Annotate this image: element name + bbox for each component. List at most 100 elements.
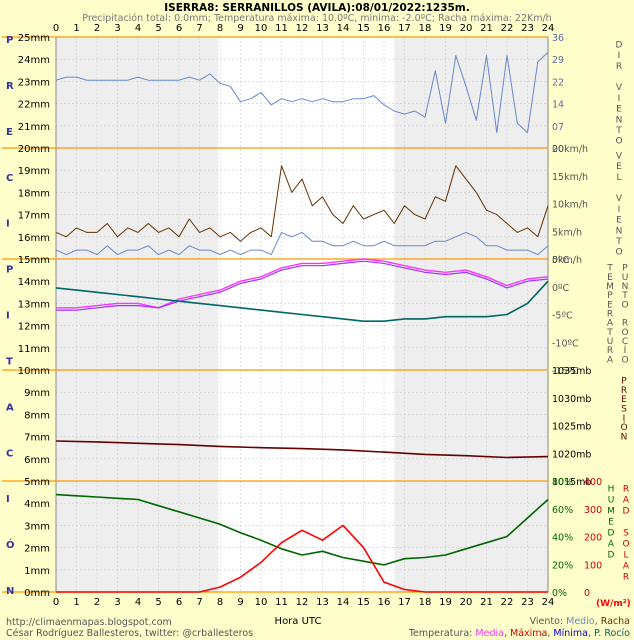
temp-legend-max: Máxima [510,628,547,639]
wind-speed-label-char: V [616,194,623,204]
chart-marks [55,52,549,593]
footer-blog-link[interactable]: http://climaenmapas.blogspot.com [6,617,172,628]
humidity-tick-label: 20% [552,560,573,571]
wind-speed-label-char: V [616,151,623,161]
pressure-tick-label: 1025mb [552,422,591,433]
hour-tick-top: 8 [217,23,223,34]
temp-legend-dewpoint: P. Rocío [594,628,630,639]
hour-tick-top: 6 [176,23,182,34]
left-axis-tick-label: 9mm [24,388,50,399]
night-shading-morning [56,37,218,592]
humidity-label-char: E [608,518,614,528]
hour-tick-top: 4 [135,23,141,34]
hour-tick-bottom: 17 [398,597,411,608]
hour-tick-bottom: 4 [135,597,141,608]
humidity-label-char: H [608,485,615,495]
pressure-label-char: S [621,405,627,415]
dewpoint-line [55,280,549,323]
radiation-label-char: R [623,485,629,495]
temperature-label-char: P [607,291,613,301]
wind-dir-label-char: N [616,115,623,125]
radiation-label-char: S [623,529,629,539]
humidity-line [55,493,549,566]
wind-legend-prefix: Viento: [530,616,567,627]
temperature-label-char: E [607,300,613,310]
temperature-label-char: E [607,273,613,283]
left-axis-letter: E [6,127,13,138]
humidity-tick-label: 60% [552,505,573,516]
temperature-label-char: T [606,264,613,274]
wind-dir-label-char: V [616,83,623,93]
left-axis-letter: C [6,173,13,184]
plot-area [2,36,549,593]
pressure-label-char: N [621,432,628,442]
pressure-tick-label: 1015mb [552,477,591,488]
left-axis-tick-label: 24mm [18,55,50,66]
pressure-tick-label: 1020mb [552,449,591,460]
hour-tick-top: 3 [114,23,120,34]
left-axis-letter: T [6,356,13,367]
left-axis-letter: Ó [6,538,15,551]
left-axis-tick-label: 7mm [24,433,50,444]
dewpoint-label-char: R [622,319,628,329]
humidity-label-char: D [608,529,615,539]
left-axis-tick-label: 11mm [18,344,50,355]
temp-avg-line [56,260,549,311]
left-axis-letter: R [6,81,14,92]
wind-dir-tick-label: 29 [552,55,564,66]
wind-speed-tick-label: 5km/h [552,227,582,238]
hour-tick-bottom: 19 [439,597,452,608]
dewpoint-label-char: Í [624,344,627,356]
wind-dir-label-char: I [618,51,621,61]
hour-tick-bottom: 10 [255,597,268,608]
hour-tick-bottom: 16 [378,597,391,608]
left-axis-tick-label: 17mm [18,211,50,222]
hour-tick-bottom: 1 [73,597,79,608]
wind-speed-label-char: T [615,237,622,247]
hour-tick-top: 17 [398,23,411,34]
wind-dir-tick-label: 14 [552,100,564,111]
wind-dir-label-char: O [615,137,622,147]
hour-tick-bottom: 6 [176,597,182,608]
hour-tick-bottom: 11 [275,597,288,608]
humidity-label-char: U [608,496,615,506]
hour-tick-bottom: 14 [337,597,350,608]
temperature-tick-label: 5ºC [552,255,570,266]
chart-subtitle: Precipitación total: 0.0mm; Temperatura … [82,13,551,24]
hour-tick-top: 5 [155,23,161,34]
chart-title: ISERRA8: SERRANILLOS (AVILA):08/01/2022:… [164,2,470,14]
radiation-tick-label: 0 [584,588,590,599]
left-axis-tick-label: 16mm [18,233,50,244]
temperature-tick-label: -10ºC [552,338,579,349]
pressure-tick-label: 1030mb [552,394,591,405]
hour-tick-bottom: 0 [53,597,59,608]
temp-legend-min: Mínima [553,628,588,639]
dewpoint-label-char: P [622,264,628,274]
humidity-tick-label: 80% [552,477,573,488]
left-axis-letter: P [6,265,13,276]
hour-tick-bottom: 21 [480,597,493,608]
wind-legend: Viento: Medio, Racha [530,616,630,627]
wind-speed-tick-label: 10km/h [552,200,588,211]
hour-tick-top: 2 [94,23,100,34]
pressure-line [55,440,549,459]
hour-tick-top: 1 [73,23,79,34]
left-axis-letter: N [6,586,14,597]
left-axis-letter: C [6,448,13,459]
left-axis-tick-label: 3mm [24,521,50,532]
temperature-tick-label: -5ºC [552,311,573,322]
axes: 25mm24mm23mm22mm21mm20mm19mm18mm17mm16mm… [6,23,630,608]
wind-dir-tick-label: 36 [552,33,564,44]
wind-speed-label-char: E [616,216,622,226]
hour-tick-bottom: 23 [521,597,534,608]
wind-dir-label-char: T [615,126,622,136]
hour-tick-top: 0 [53,23,59,34]
temperature-label-char: R [607,310,613,320]
